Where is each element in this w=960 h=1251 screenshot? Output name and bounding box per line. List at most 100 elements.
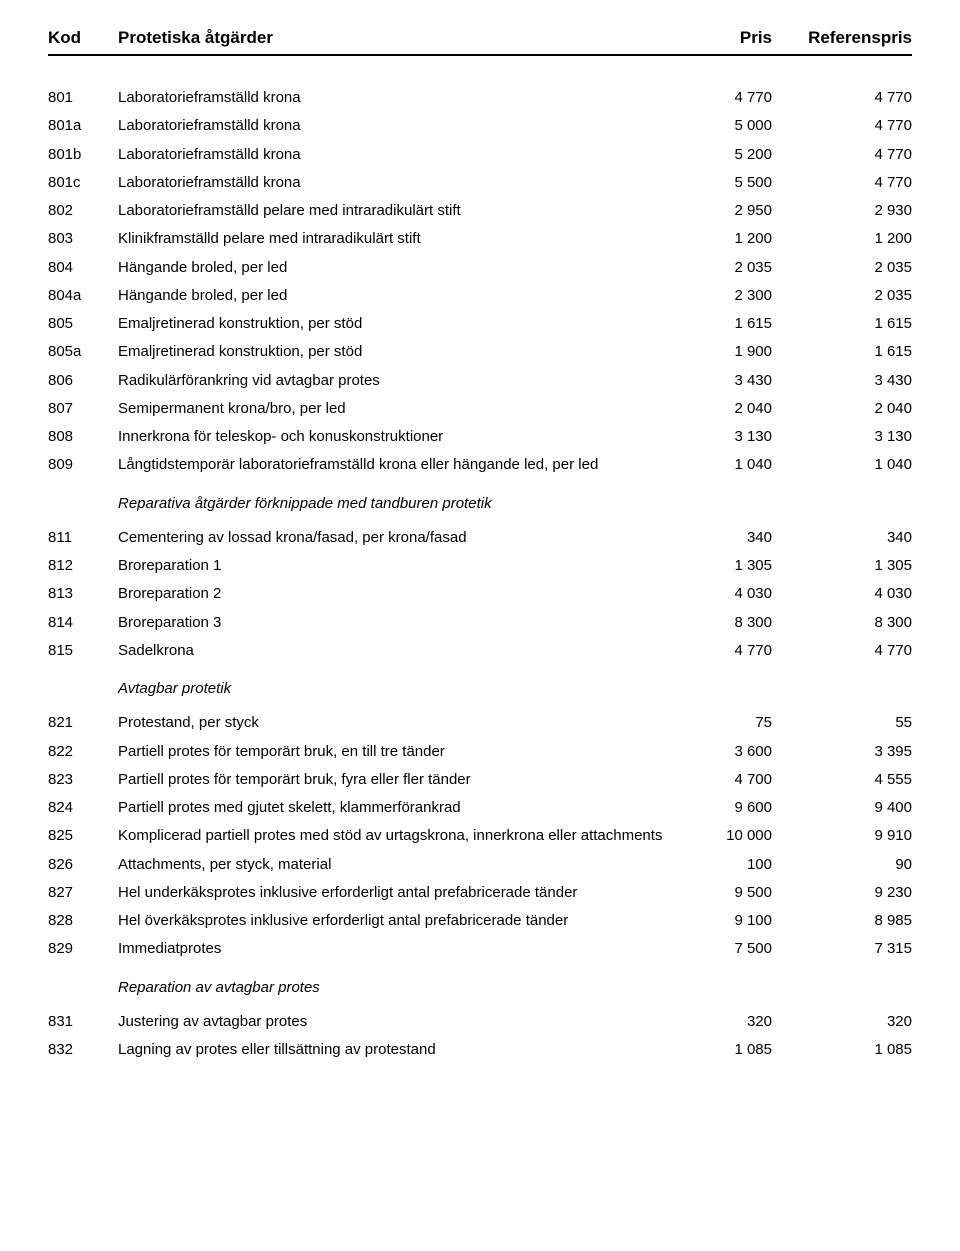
header-kod: Kod (48, 28, 118, 48)
table-row: 811Cementering av lossad krona/fasad, pe… (48, 524, 912, 552)
table-row: 801bLaboratorieframställd krona5 2004 77… (48, 141, 912, 169)
cell-kod: 815 (48, 641, 118, 661)
cell-kod: 828 (48, 911, 118, 931)
cell-kod: 826 (48, 855, 118, 875)
cell-kod: 812 (48, 556, 118, 576)
cell-desc: Broreparation 3 (118, 613, 692, 633)
cell-pris: 9 600 (692, 798, 772, 818)
cell-pris: 3 130 (692, 427, 772, 447)
cell-desc: Immediatprotes (118, 939, 692, 959)
cell-kod: 824 (48, 798, 118, 818)
section-heading: Avtagbar protetik (48, 665, 912, 709)
cell-ref: 4 770 (772, 88, 912, 108)
cell-kod: 805a (48, 342, 118, 362)
cell-pris: 9 500 (692, 883, 772, 903)
cell-ref: 2 040 (772, 399, 912, 419)
section-heading: Reparation av avtagbar protes (48, 964, 912, 1008)
cell-desc: Cementering av lossad krona/fasad, per k… (118, 528, 692, 548)
cell-desc: Hängande broled, per led (118, 258, 692, 278)
cell-ref: 4 770 (772, 145, 912, 165)
cell-pris: 9 100 (692, 911, 772, 931)
cell-desc: Hängande broled, per led (118, 286, 692, 306)
cell-pris: 3 600 (692, 742, 772, 762)
cell-ref: 1 305 (772, 556, 912, 576)
cell-ref: 8 985 (772, 911, 912, 931)
cell-desc: Långtidstemporär laboratorieframställd k… (118, 455, 692, 475)
cell-desc: Laboratorieframställd krona (118, 173, 692, 193)
cell-kod: 801a (48, 116, 118, 136)
cell-pris: 3 430 (692, 371, 772, 391)
cell-pris: 8 300 (692, 613, 772, 633)
cell-kod: 809 (48, 455, 118, 475)
cell-ref: 7 315 (772, 939, 912, 959)
cell-desc: Laboratorieframställd krona (118, 145, 692, 165)
table-header: Kod Protetiska åtgärder Pris Referenspri… (48, 28, 912, 48)
cell-pris: 1 200 (692, 229, 772, 249)
table-row: 809Långtidstemporär laboratorieframställ… (48, 451, 912, 479)
cell-kod: 808 (48, 427, 118, 447)
cell-ref: 1 615 (772, 314, 912, 334)
cell-pris: 4 700 (692, 770, 772, 790)
table-row: 814Broreparation 38 3008 300 (48, 609, 912, 637)
cell-kod: 805 (48, 314, 118, 334)
cell-desc: Broreparation 2 (118, 584, 692, 604)
header-desc: Protetiska åtgärder (118, 28, 692, 48)
price-table-page: Kod Protetiska åtgärder Pris Referenspri… (0, 0, 960, 1104)
table-row: 806Radikulärförankring vid avtagbar prot… (48, 367, 912, 395)
cell-desc: Partiell protes med gjutet skelett, klam… (118, 798, 692, 818)
cell-ref: 4 555 (772, 770, 912, 790)
cell-ref: 4 030 (772, 584, 912, 604)
cell-pris: 4 770 (692, 641, 772, 661)
cell-desc: Lagning av protes eller tillsättning av … (118, 1040, 692, 1060)
cell-desc: Broreparation 1 (118, 556, 692, 576)
cell-kod: 801 (48, 88, 118, 108)
cell-ref: 9 910 (772, 826, 912, 846)
cell-ref: 2 035 (772, 286, 912, 306)
table-row: 804aHängande broled, per led2 3002 035 (48, 282, 912, 310)
cell-pris: 5 000 (692, 116, 772, 136)
cell-desc: Klinikframställd pelare med intraradikul… (118, 229, 692, 249)
cell-desc: Radikulärförankring vid avtagbar protes (118, 371, 692, 391)
cell-desc: Sadelkrona (118, 641, 692, 661)
cell-pris: 1 900 (692, 342, 772, 362)
table-row: 805Emaljretinerad konstruktion, per stöd… (48, 310, 912, 338)
cell-kod: 801c (48, 173, 118, 193)
table-row: 825Komplicerad partiell protes med stöd … (48, 822, 912, 850)
table-row: 829Immediatprotes7 5007 315 (48, 935, 912, 963)
cell-ref: 2 930 (772, 201, 912, 221)
table-row: 801cLaboratorieframställd krona5 5004 77… (48, 169, 912, 197)
cell-ref: 9 400 (772, 798, 912, 818)
cell-pris: 2 035 (692, 258, 772, 278)
cell-ref: 340 (772, 528, 912, 548)
cell-kod: 801b (48, 145, 118, 165)
table-row: 824Partiell protes med gjutet skelett, k… (48, 794, 912, 822)
cell-desc: Avtagbar protetik (118, 679, 692, 699)
cell-pris: 1 305 (692, 556, 772, 576)
cell-desc: Partiell protes för temporärt bruk, fyra… (118, 770, 692, 790)
table-row: 826Attachments, per styck, material10090 (48, 851, 912, 879)
cell-kod: 825 (48, 826, 118, 846)
cell-pris: 75 (692, 713, 772, 733)
cell-pris: 1 040 (692, 455, 772, 475)
table-row: 813Broreparation 24 0304 030 (48, 580, 912, 608)
table-row: 831Justering av avtagbar protes320320 (48, 1008, 912, 1036)
cell-pris: 1 085 (692, 1040, 772, 1060)
cell-pris: 320 (692, 1012, 772, 1032)
table-row: 805aEmaljretinerad konstruktion, per stö… (48, 338, 912, 366)
cell-ref: 4 770 (772, 173, 912, 193)
cell-ref: 4 770 (772, 641, 912, 661)
cell-ref: 1 615 (772, 342, 912, 362)
cell-desc: Emaljretinerad konstruktion, per stöd (118, 342, 692, 362)
cell-ref: 4 770 (772, 116, 912, 136)
section-heading: Reparativa åtgärder förknippade med tand… (48, 480, 912, 524)
cell-ref: 55 (772, 713, 912, 733)
table-row: 808Innerkrona för teleskop- och konuskon… (48, 423, 912, 451)
cell-desc: Komplicerad partiell protes med stöd av … (118, 826, 692, 846)
table-row: 804Hängande broled, per led2 0352 035 (48, 254, 912, 282)
cell-pris: 5 500 (692, 173, 772, 193)
cell-pris: 4 770 (692, 88, 772, 108)
cell-desc: Laboratorieframställd krona (118, 116, 692, 136)
cell-pris: 340 (692, 528, 772, 548)
table-row: 815Sadelkrona4 7704 770 (48, 637, 912, 665)
cell-desc: Hel underkäksprotes inklusive erforderli… (118, 883, 692, 903)
